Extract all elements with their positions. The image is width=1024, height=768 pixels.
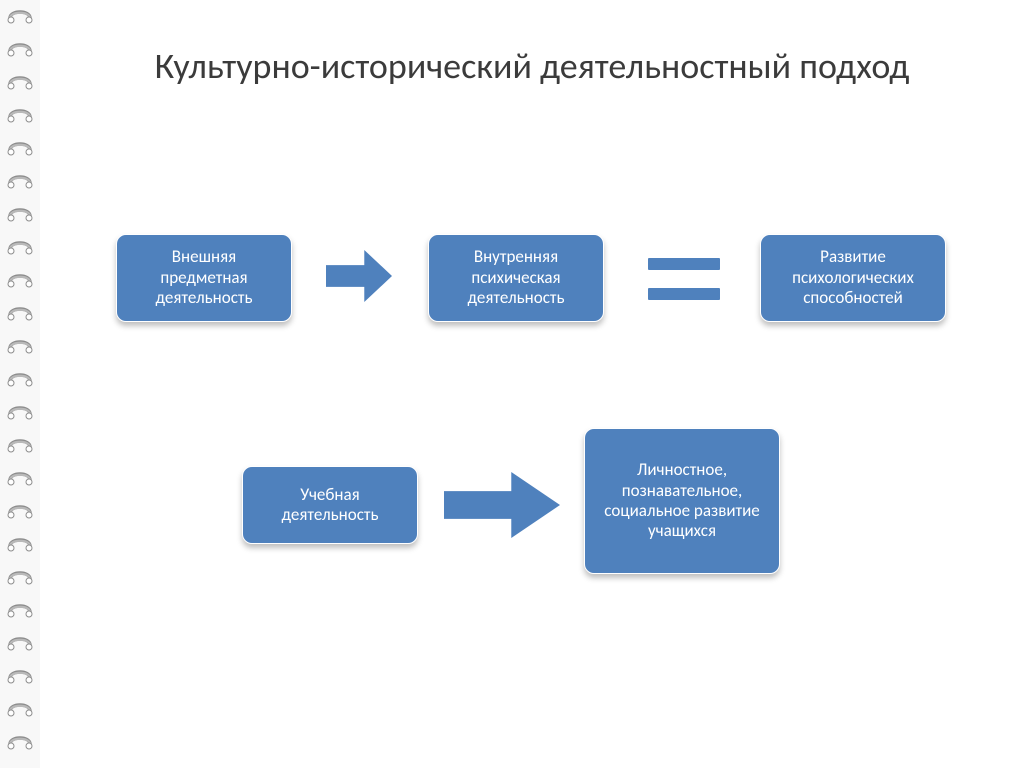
- node-label: Учебная деятельность: [253, 485, 407, 526]
- node-label: Внутренняя психическая деятельность: [439, 247, 593, 308]
- arrow-icon: [444, 472, 560, 538]
- equals-icon: [648, 258, 720, 300]
- node-label: Внешняя предметная деятельность: [127, 247, 281, 308]
- equals-bar: [648, 288, 720, 300]
- node-label: Личностное, познавательное, социальное р…: [595, 460, 769, 542]
- node-external-activity: Внешняя предметная деятельность: [116, 234, 292, 322]
- node-student-development: Личностное, познавательное, социальное р…: [584, 428, 780, 574]
- spiral-binding: [0, 0, 40, 768]
- node-internal-activity: Внутренняя психическая деятельность: [428, 234, 604, 322]
- slide-title: Культурно-исторический деятельностный по…: [40, 44, 1024, 89]
- equals-bar: [648, 258, 720, 270]
- node-psych-abilities: Развитие психологических способностей: [760, 234, 946, 322]
- node-label: Развитие психологических способностей: [771, 247, 935, 308]
- slide-canvas: Культурно-исторический деятельностный по…: [40, 0, 1024, 768]
- node-learning-activity: Учебная деятельность: [242, 466, 418, 544]
- arrow-icon: [326, 250, 392, 302]
